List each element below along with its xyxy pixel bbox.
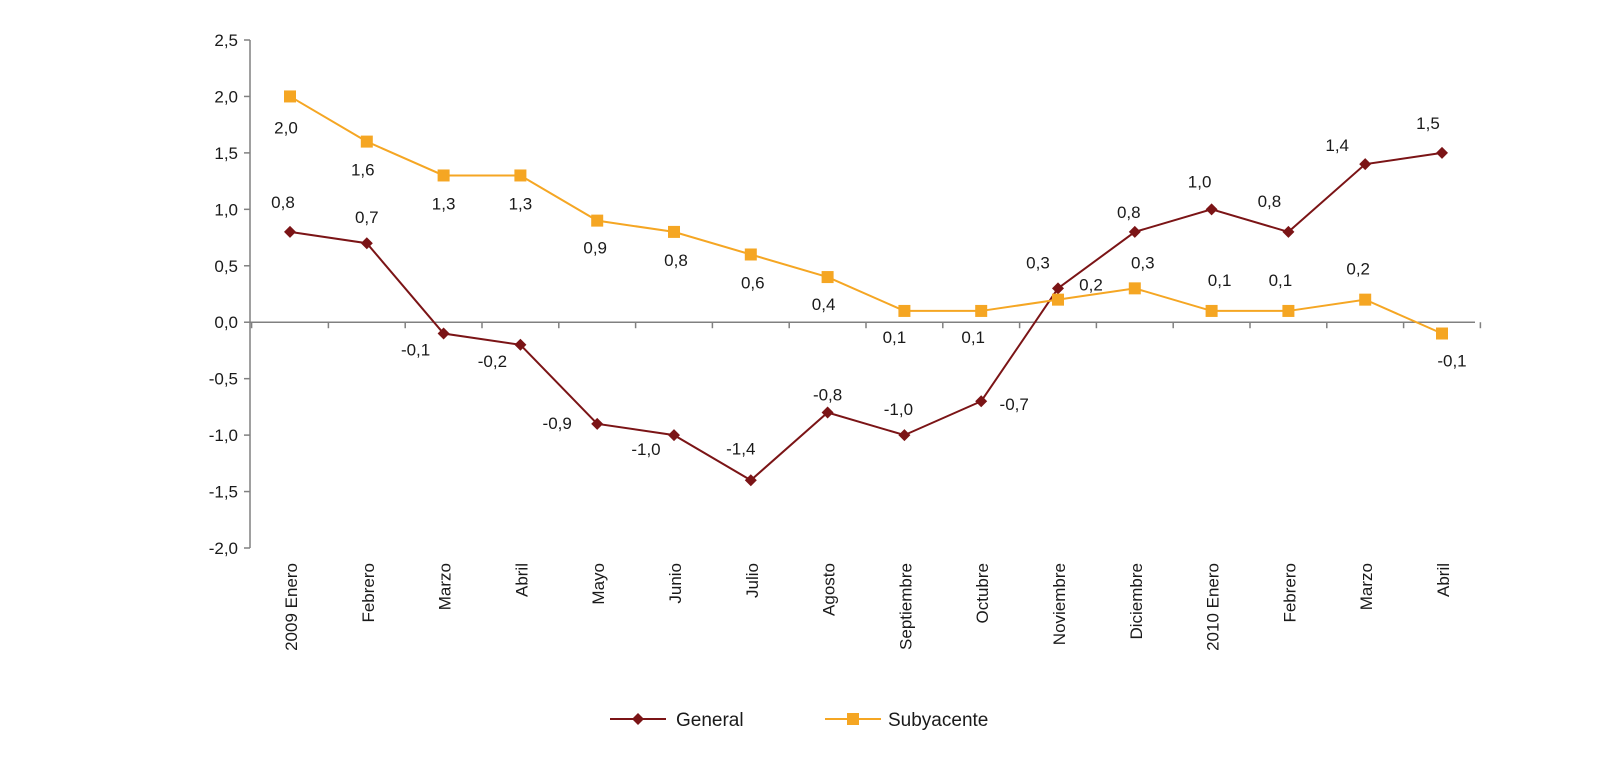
legend-general-marker	[632, 713, 644, 725]
subyacente-marker	[744, 248, 757, 261]
subyacente-data-label: 1,3	[432, 194, 456, 213]
general-data-label: -1,0	[884, 400, 913, 419]
subyacente-marker	[1359, 293, 1372, 306]
general-marker	[360, 237, 373, 250]
general-data-label: -0,2	[478, 352, 507, 371]
general-marker	[821, 406, 834, 419]
x-tick-label: Febrero	[359, 563, 378, 623]
subyacente-marker	[591, 214, 604, 227]
subyacente-data-label: 1,3	[509, 194, 533, 213]
general-marker	[1205, 203, 1218, 216]
y-tick-label: 0,0	[214, 313, 238, 332]
x-tick-label: Noviembre	[1050, 563, 1069, 645]
subyacente-data-label: 0,2	[1346, 260, 1370, 279]
x-tick-label: Mayo	[589, 563, 608, 605]
x-tick-label: 2009 Enero	[282, 563, 301, 651]
subyacente-data-label: 0,1	[961, 328, 985, 347]
general-data-label: 0,8	[1117, 203, 1141, 222]
general-marker	[668, 429, 680, 442]
y-tick-label: -1,0	[209, 426, 238, 445]
subyacente-data-label: 0,1	[1208, 271, 1232, 290]
general-data-label: 0,8	[271, 193, 295, 212]
subyacente-marker	[437, 169, 450, 182]
subyacente-marker	[360, 135, 373, 148]
subyacente-marker	[1205, 304, 1218, 317]
series-line-subyacente	[289, 95, 1443, 335]
x-tick-label: Abril	[1434, 563, 1453, 597]
y-tick-label: 0,5	[214, 257, 238, 276]
legend-subyacente-marker	[847, 713, 859, 725]
y-tick-label: 1,0	[214, 200, 238, 219]
general-marker	[514, 338, 527, 351]
general-marker	[437, 327, 450, 340]
general-marker	[975, 395, 988, 408]
general-data-label: -1,0	[631, 440, 660, 459]
general-data-label: -0,1	[401, 341, 430, 360]
general-data-label: -0,9	[543, 414, 572, 433]
general-marker	[1052, 282, 1064, 295]
general-marker	[284, 225, 296, 238]
x-tick-label: Abril	[512, 563, 531, 597]
subyacente-data-label: 0,9	[583, 239, 607, 258]
subyacente-marker	[975, 304, 988, 317]
subyacente-data-label: 2,0	[274, 118, 298, 137]
subyacente-marker	[1128, 282, 1141, 295]
subyacente-marker	[898, 304, 911, 317]
general-data-label: 1,4	[1325, 136, 1349, 155]
y-tick-label: -1,5	[209, 483, 238, 502]
x-tick-label: Marzo	[1357, 563, 1376, 610]
y-tick-label: -2,0	[209, 539, 238, 558]
subyacente-data-label: 1,6	[351, 161, 375, 180]
x-tick-label: Septiembre	[896, 563, 915, 650]
subyacente-data-label: 0,3	[1131, 253, 1155, 272]
general-data-label: 0,7	[355, 208, 379, 227]
y-tick-label: 2,5	[214, 31, 238, 50]
subyacente-marker	[1436, 327, 1448, 340]
x-tick-label: Marzo	[436, 563, 455, 610]
general-data-label: 0,8	[1258, 192, 1282, 211]
y-tick-label: 1,5	[214, 144, 238, 163]
subyacente-marker	[1282, 304, 1295, 317]
y-tick-label: -0,5	[209, 370, 238, 389]
general-data-label: 1,5	[1416, 114, 1440, 133]
general-marker	[1282, 225, 1295, 238]
subyacente-data-label: 0,4	[812, 295, 836, 314]
series-line-general	[289, 151, 1443, 482]
subyacente-marker	[514, 169, 527, 182]
subyacente-data-label: 0,8	[664, 251, 688, 270]
legend-general-label: General	[676, 710, 744, 731]
subyacente-marker	[668, 225, 680, 238]
general-marker	[744, 474, 757, 487]
subyacente-marker	[284, 90, 296, 103]
subyacente-data-label: -0,1	[1437, 352, 1466, 371]
x-tick-label: Agosto	[820, 563, 839, 616]
general-marker	[898, 429, 911, 442]
subyacente-data-label: 0,2	[1079, 276, 1103, 295]
general-data-label: 0,3	[1026, 253, 1050, 272]
general-data-label: -0,8	[813, 386, 842, 405]
subyacente-data-label: 0,6	[741, 273, 765, 292]
x-tick-label: Febrero	[1280, 563, 1299, 623]
subyacente-data-label: 0,1	[883, 328, 907, 347]
subyacente-data-label: 0,1	[1269, 271, 1293, 290]
x-tick-label: Octubre	[973, 563, 992, 623]
general-marker	[1436, 146, 1448, 159]
general-marker	[591, 417, 604, 430]
x-tick-label: Diciembre	[1127, 563, 1146, 640]
general-data-label: 1,0	[1188, 172, 1212, 191]
general-data-label: -0,7	[1000, 395, 1029, 414]
legend-subyacente-label: Subyacente	[888, 710, 988, 731]
general-data-label: -1,4	[726, 439, 755, 458]
general-marker	[1128, 225, 1141, 238]
y-tick-label: 2,0	[214, 87, 238, 106]
subyacente-marker	[821, 271, 834, 284]
general-marker	[1359, 158, 1372, 171]
x-tick-label: Julio	[743, 563, 762, 598]
x-tick-label: Junio	[666, 563, 685, 604]
x-tick-label: 2010 Enero	[1204, 563, 1223, 651]
subyacente-marker	[1052, 293, 1064, 306]
